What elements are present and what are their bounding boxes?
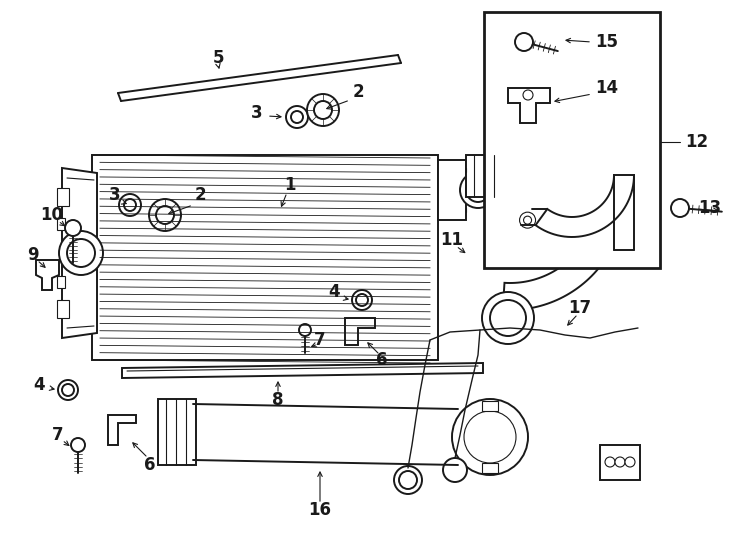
Circle shape — [615, 457, 625, 467]
Text: 2: 2 — [352, 83, 364, 101]
Polygon shape — [62, 168, 97, 338]
Circle shape — [394, 466, 422, 494]
Circle shape — [299, 324, 311, 336]
Polygon shape — [536, 175, 634, 237]
Circle shape — [452, 399, 528, 475]
Text: 14: 14 — [595, 79, 618, 97]
Circle shape — [352, 290, 372, 310]
Text: 5: 5 — [212, 49, 224, 67]
Circle shape — [460, 172, 496, 208]
Bar — [57, 276, 65, 288]
Circle shape — [399, 471, 417, 489]
Circle shape — [466, 178, 490, 202]
Bar — [57, 218, 65, 230]
Polygon shape — [108, 415, 136, 445]
Text: 7: 7 — [314, 331, 326, 349]
Bar — [57, 188, 69, 206]
Polygon shape — [600, 445, 640, 480]
Circle shape — [515, 33, 533, 51]
Circle shape — [307, 94, 339, 126]
Circle shape — [464, 411, 516, 463]
Circle shape — [71, 438, 85, 452]
Circle shape — [625, 457, 635, 467]
Text: 10: 10 — [40, 206, 64, 224]
Circle shape — [59, 231, 103, 275]
Text: 17: 17 — [568, 299, 592, 317]
Circle shape — [490, 300, 526, 336]
Circle shape — [523, 216, 531, 224]
Circle shape — [605, 457, 615, 467]
Text: 9: 9 — [27, 246, 39, 264]
Circle shape — [124, 199, 136, 211]
Circle shape — [67, 239, 95, 267]
Text: 8: 8 — [272, 391, 284, 409]
Circle shape — [58, 380, 78, 400]
Text: 6: 6 — [145, 456, 156, 474]
Text: 2: 2 — [195, 186, 206, 204]
Polygon shape — [503, 177, 625, 310]
Circle shape — [314, 101, 332, 119]
Circle shape — [356, 294, 368, 306]
Bar — [57, 300, 69, 318]
Text: 11: 11 — [440, 231, 463, 249]
Bar — [438, 160, 466, 220]
Text: 13: 13 — [698, 199, 721, 217]
Bar — [482, 401, 498, 411]
Circle shape — [62, 384, 74, 396]
Circle shape — [482, 292, 534, 344]
Text: 3: 3 — [109, 186, 121, 204]
Circle shape — [520, 212, 536, 228]
Bar — [466, 155, 504, 197]
Circle shape — [443, 458, 467, 482]
Circle shape — [671, 199, 689, 217]
Bar — [482, 463, 498, 473]
Polygon shape — [36, 260, 59, 290]
Polygon shape — [122, 363, 483, 378]
Polygon shape — [508, 88, 550, 123]
Text: 16: 16 — [308, 501, 332, 519]
Circle shape — [286, 106, 308, 128]
Circle shape — [119, 194, 141, 216]
Text: 4: 4 — [33, 376, 45, 394]
Circle shape — [149, 199, 181, 231]
Text: 3: 3 — [250, 104, 262, 122]
Circle shape — [523, 90, 533, 100]
Text: 12: 12 — [685, 133, 708, 151]
Bar — [92, 155, 438, 360]
Text: 6: 6 — [377, 351, 388, 369]
Text: 4: 4 — [328, 283, 340, 301]
Text: 1: 1 — [284, 176, 296, 194]
Bar — [484, 12, 660, 268]
Text: 15: 15 — [595, 33, 618, 51]
Text: 7: 7 — [52, 426, 64, 444]
Circle shape — [65, 220, 81, 236]
Bar — [158, 399, 196, 465]
Circle shape — [156, 206, 174, 224]
Polygon shape — [345, 318, 375, 345]
Circle shape — [291, 111, 303, 123]
